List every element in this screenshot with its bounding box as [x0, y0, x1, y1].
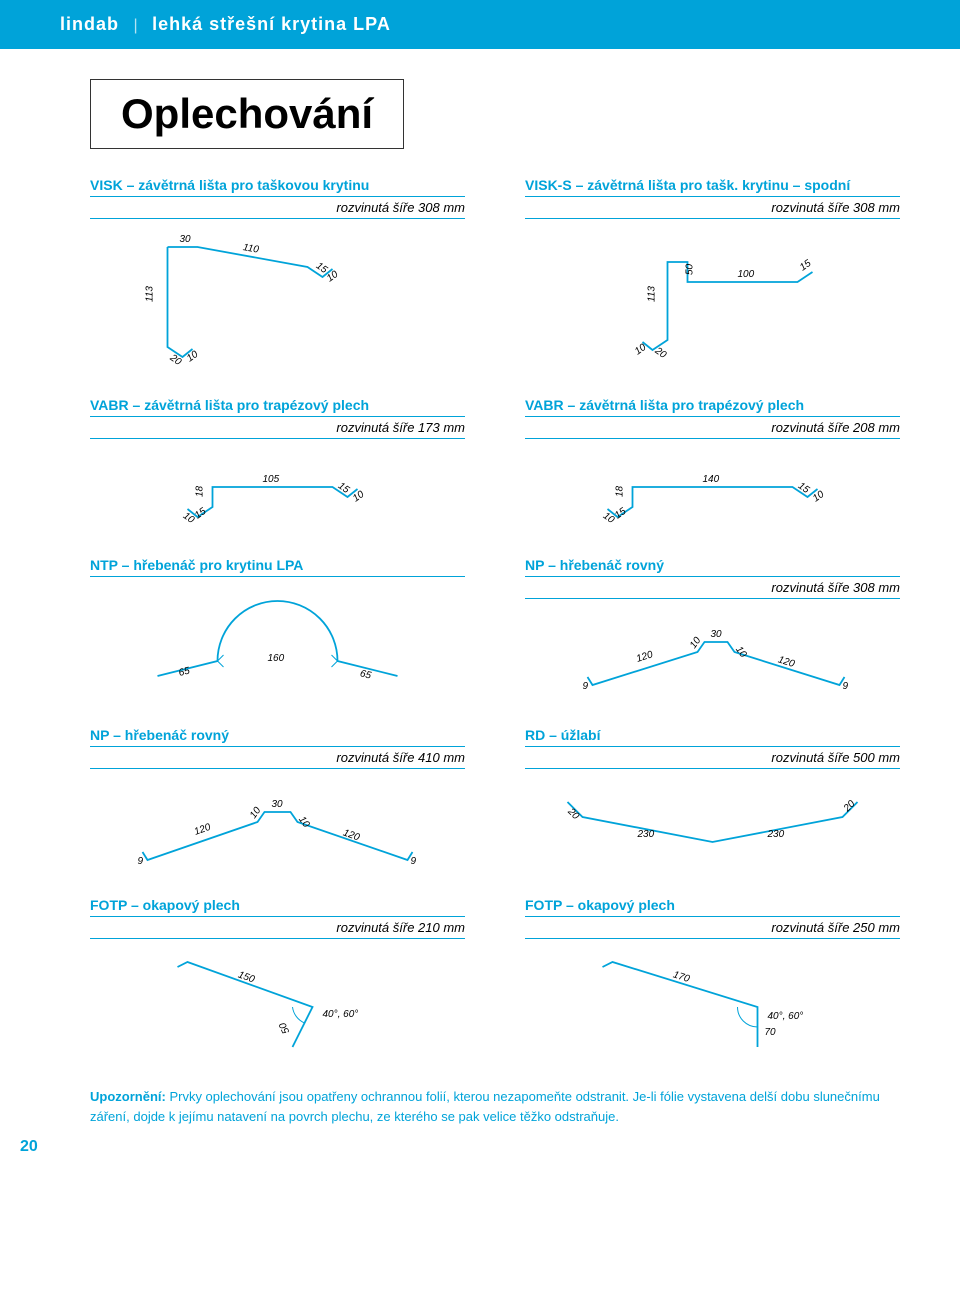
warning-text: Upozornění: Prvky oplechování jsou opatř… — [90, 1087, 900, 1126]
svg-text:18: 18 — [195, 485, 206, 497]
profiles-grid: VISK – závětrná lišta pro taškovou kryti… — [90, 177, 900, 1057]
profile-sub: rozvinutá šíře 410 mm — [90, 750, 465, 769]
diagram-fotp-1: 150 40°, 60° 50 — [90, 947, 465, 1057]
svg-text:10: 10 — [688, 635, 704, 651]
profile-sub: rozvinutá šíře 173 mm — [90, 420, 465, 439]
profile-np-2: NP – hřebenáč rovný rozvinutá šíře 410 m… — [90, 727, 465, 867]
svg-text:20: 20 — [565, 806, 582, 823]
diagram-fotp-2: 170 40°, 60° 70 — [525, 947, 900, 1057]
svg-text:20: 20 — [652, 345, 669, 361]
svg-text:9: 9 — [138, 856, 144, 867]
diagram-vabr-2: 18 140 15 10 15 10 — [525, 447, 900, 527]
svg-text:10: 10 — [351, 489, 367, 505]
profile-sub: rozvinutá šíře 308 mm — [525, 580, 900, 599]
diagram-rd: 20 230 230 20 — [525, 777, 900, 857]
svg-text:120: 120 — [341, 827, 361, 843]
warning-label: Upozornění: — [90, 1089, 166, 1104]
svg-text:15: 15 — [193, 506, 209, 522]
profile-np-1: NP – hřebenáč rovný rozvinutá šíře 308 m… — [525, 557, 900, 697]
svg-text:140: 140 — [703, 474, 720, 485]
profile-sub — [90, 580, 465, 583]
svg-text:230: 230 — [767, 829, 785, 840]
diagram-visk-s: 113 50 100 15 20 10 — [525, 227, 900, 367]
svg-text:10: 10 — [248, 805, 264, 821]
svg-text:105: 105 — [263, 474, 280, 485]
svg-text:230: 230 — [637, 829, 655, 840]
header-bar: lindab | lehká střešní krytina LPA — [0, 0, 960, 49]
profile-title: NP – hřebenáč rovný — [90, 727, 465, 747]
svg-text:10: 10 — [325, 269, 341, 285]
svg-text:15: 15 — [798, 258, 814, 274]
svg-text:10: 10 — [296, 814, 312, 830]
profile-sub: rozvinutá šíře 308 mm — [90, 200, 465, 219]
svg-text:20: 20 — [841, 798, 858, 815]
svg-text:120: 120 — [635, 649, 655, 665]
profile-sub: rozvinutá šíře 500 mm — [525, 750, 900, 769]
page-title: Oplechování — [121, 90, 373, 138]
svg-text:120: 120 — [193, 822, 213, 838]
profile-title: RD – úžlabí — [525, 727, 900, 747]
svg-text:160: 160 — [268, 653, 285, 664]
profile-visk-s: VISK-S – závětrná lišta pro tašk. krytin… — [525, 177, 900, 367]
svg-text:100: 100 — [738, 269, 755, 280]
profile-fotp-2: FOTP – okapový plech rozvinutá šíře 250 … — [525, 897, 900, 1057]
profile-sub: rozvinutá šíře 250 mm — [525, 920, 900, 939]
profile-ntp: NTP – hřebenáč pro krytinu LPA 65 160 65 — [90, 557, 465, 697]
profile-title: FOTP – okapový plech — [90, 897, 465, 917]
divider-pipe: | — [133, 17, 137, 34]
svg-text:50: 50 — [277, 1020, 292, 1035]
svg-text:70: 70 — [765, 1027, 777, 1038]
profile-title: NTP – hřebenáč pro krytinu LPA — [90, 557, 465, 577]
profile-vabr-1: VABR – závětrná lišta pro trapézový plec… — [90, 397, 465, 527]
header-subtitle: lehká střešní krytina LPA — [152, 14, 391, 34]
diagram-np-1: 30 10 10 120 120 9 9 — [525, 607, 900, 697]
profile-title: VABR – závětrná lišta pro trapézový plec… — [525, 397, 900, 417]
svg-text:15: 15 — [796, 480, 812, 496]
profile-title: NP – hřebenáč rovný — [525, 557, 900, 577]
profile-sub: rozvinutá šíře 208 mm — [525, 420, 900, 439]
svg-text:10: 10 — [185, 349, 201, 365]
svg-text:113: 113 — [647, 286, 658, 302]
brand: lindab — [60, 14, 119, 34]
svg-text:30: 30 — [272, 799, 284, 810]
svg-text:20: 20 — [167, 352, 184, 367]
svg-text:150: 150 — [236, 969, 256, 985]
profile-fotp-1: FOTP – okapový plech rozvinutá šíře 210 … — [90, 897, 465, 1057]
svg-text:9: 9 — [411, 856, 417, 867]
diagram-np-2: 30 10 10 120 120 9 9 — [90, 777, 465, 867]
svg-text:10: 10 — [733, 644, 749, 660]
svg-text:30: 30 — [180, 234, 192, 245]
svg-text:18: 18 — [615, 485, 626, 497]
profile-title: VISK-S – závětrná lišta pro tašk. krytin… — [525, 177, 900, 197]
svg-text:113: 113 — [145, 286, 156, 302]
svg-text:10: 10 — [811, 489, 827, 505]
profile-rd: RD – úžlabí rozvinutá šíře 500 mm 20 230… — [525, 727, 900, 867]
profile-visk: VISK – závětrná lišta pro taškovou kryti… — [90, 177, 465, 367]
svg-text:30: 30 — [711, 629, 723, 640]
svg-text:9: 9 — [583, 681, 589, 692]
warning-body: Prvky oplechování jsou opatřeny ochranno… — [90, 1089, 880, 1124]
svg-text:65: 65 — [359, 668, 373, 681]
svg-text:40°, 60°: 40°, 60° — [323, 1009, 359, 1020]
profile-title: FOTP – okapový plech — [525, 897, 900, 917]
svg-text:9: 9 — [843, 681, 849, 692]
diagram-vabr-1: 18 105 15 10 15 10 — [90, 447, 465, 527]
svg-text:110: 110 — [242, 242, 260, 256]
svg-text:120: 120 — [777, 654, 797, 670]
profile-sub: rozvinutá šíře 210 mm — [90, 920, 465, 939]
svg-text:15: 15 — [336, 480, 352, 496]
svg-text:170: 170 — [672, 969, 692, 985]
svg-text:40°, 60°: 40°, 60° — [768, 1011, 804, 1022]
svg-text:15: 15 — [613, 506, 629, 522]
diagram-visk: 30 110 15 10 113 20 10 — [90, 227, 465, 367]
profile-title: VISK – závětrná lišta pro taškovou kryti… — [90, 177, 465, 197]
svg-text:50: 50 — [685, 263, 696, 275]
page-title-box: Oplechování — [90, 79, 404, 149]
profile-sub: rozvinutá šíře 308 mm — [525, 200, 900, 219]
page-number: 20 — [20, 1138, 38, 1156]
profile-vabr-2: VABR – závětrná lišta pro trapézový plec… — [525, 397, 900, 527]
profile-title: VABR – závětrná lišta pro trapézový plec… — [90, 397, 465, 417]
diagram-ntp: 65 160 65 — [90, 591, 465, 691]
